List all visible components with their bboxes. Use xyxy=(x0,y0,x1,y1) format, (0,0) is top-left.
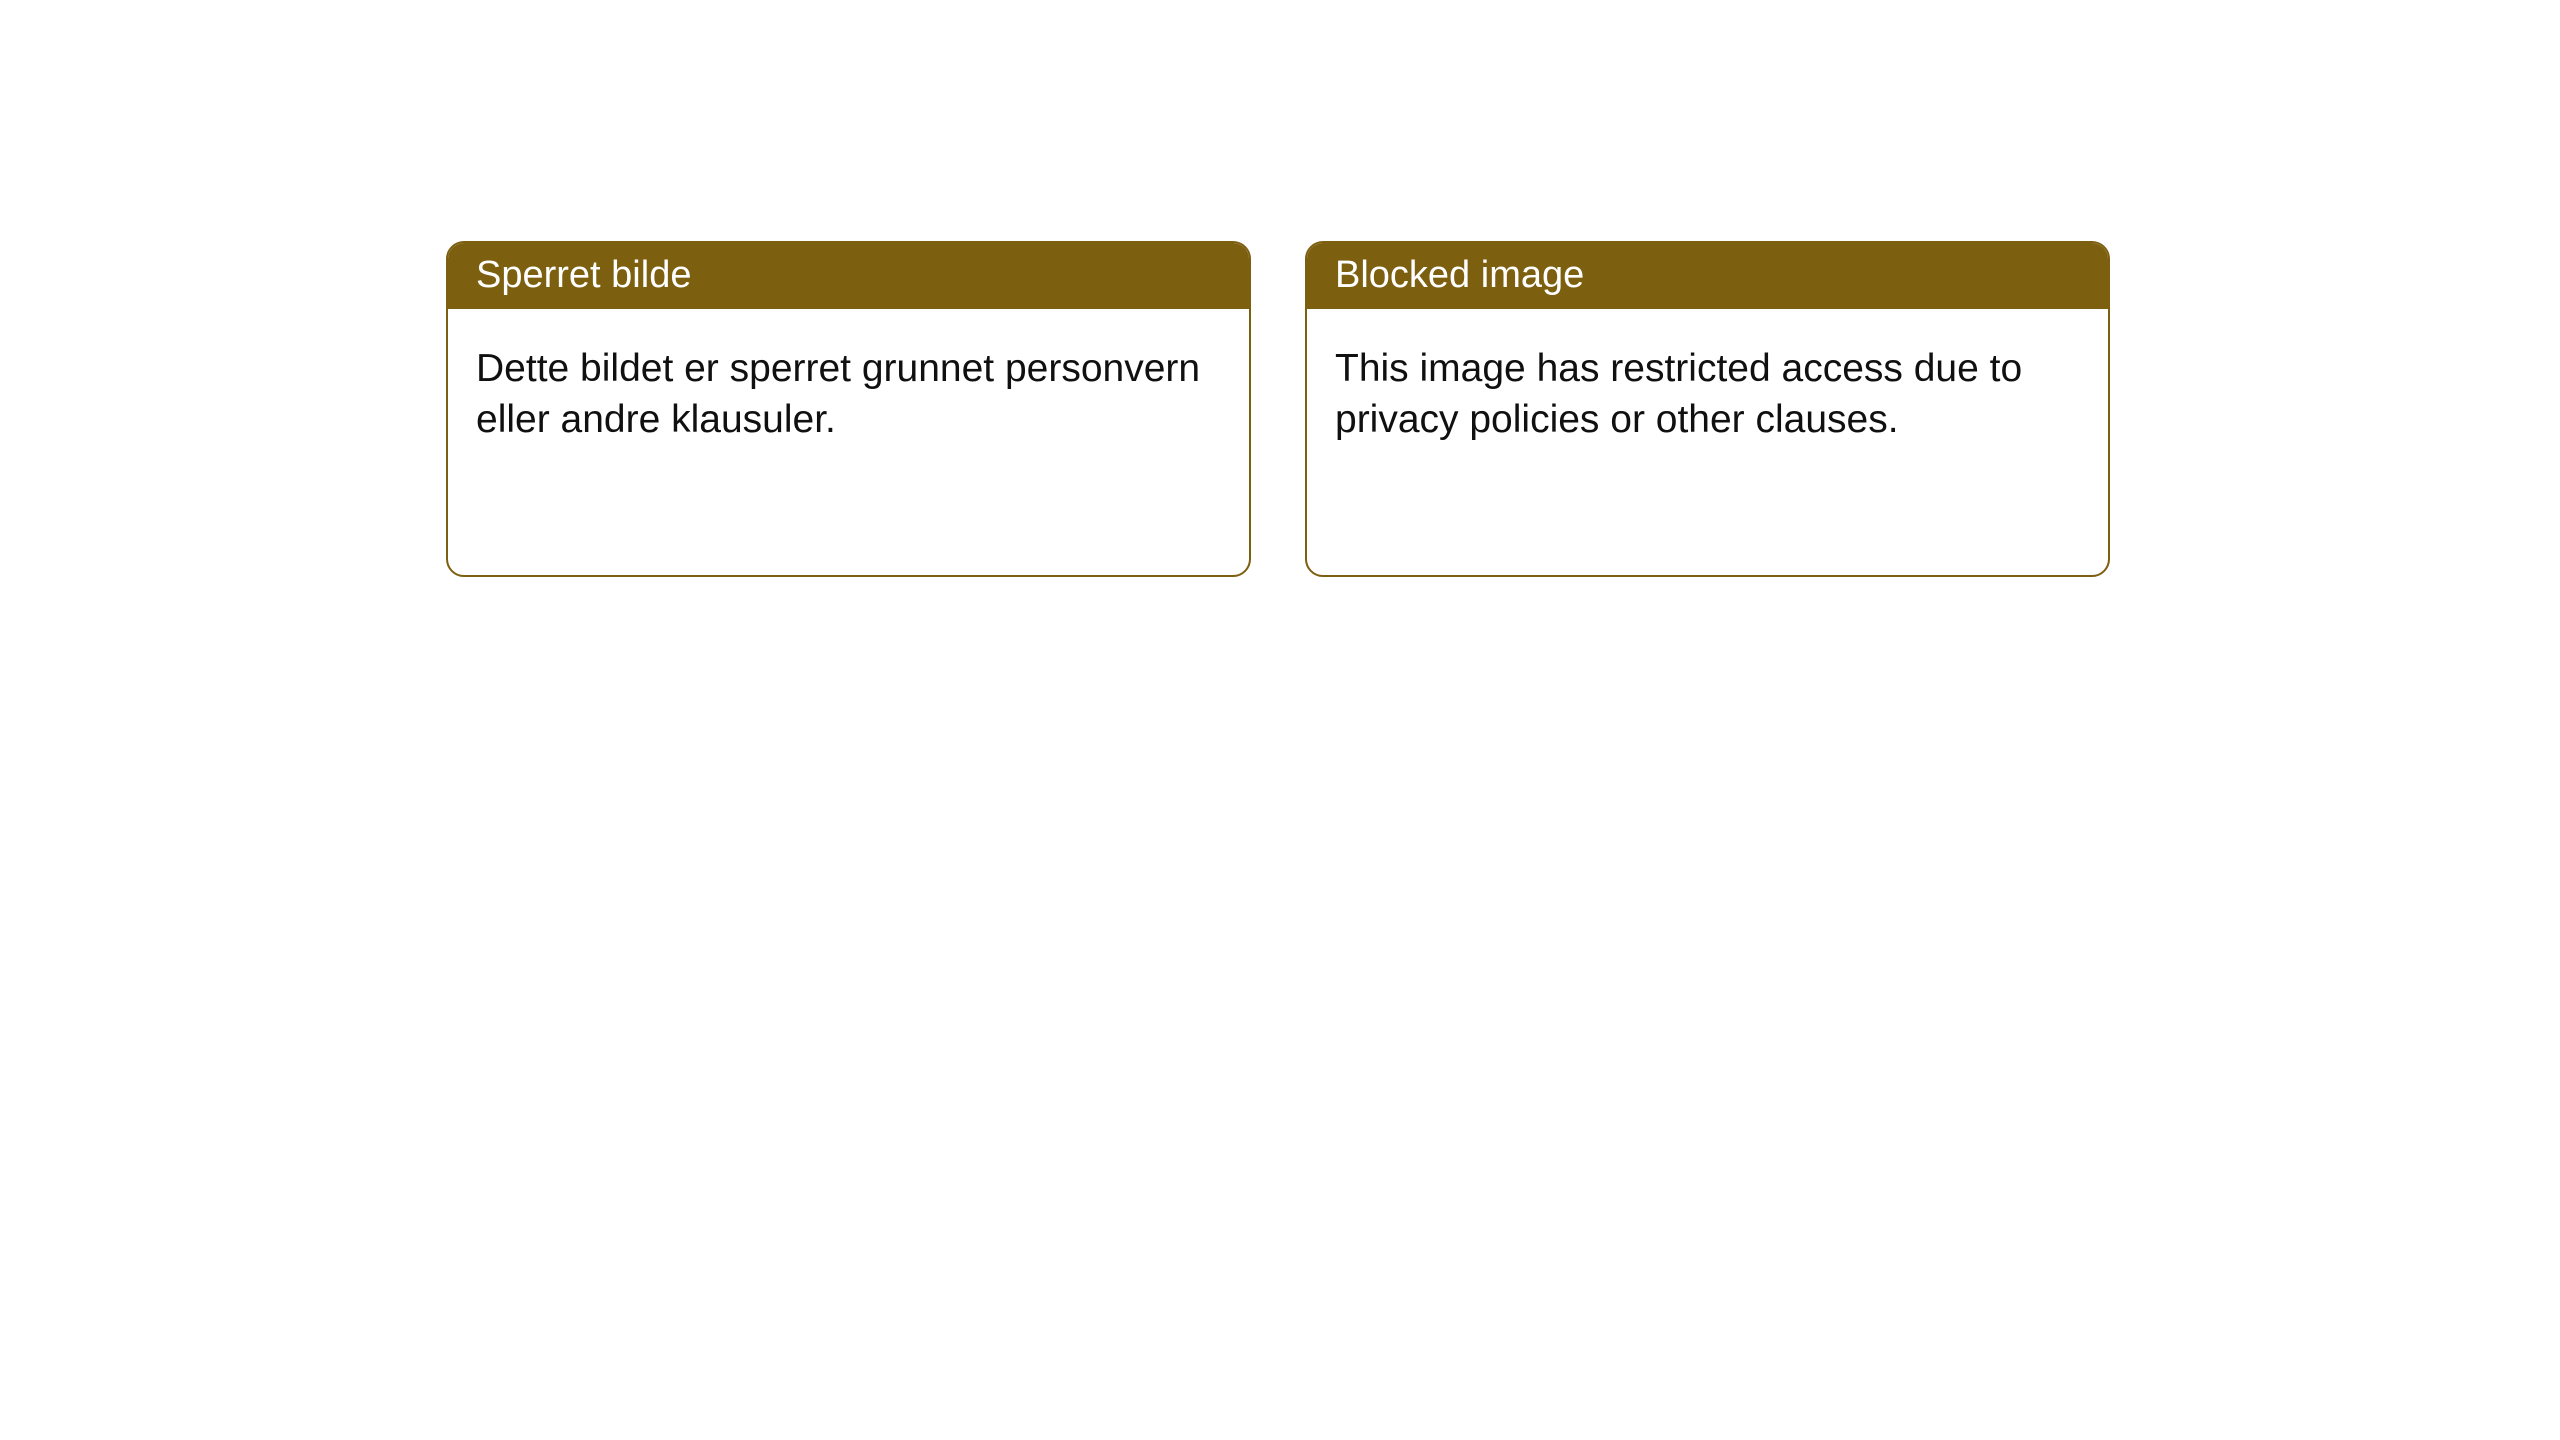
notice-container: Sperret bilde Dette bildet er sperret gr… xyxy=(0,0,2560,577)
notice-card-norwegian: Sperret bilde Dette bildet er sperret gr… xyxy=(446,241,1251,577)
card-body-text: Dette bildet er sperret grunnet personve… xyxy=(476,347,1200,442)
card-header: Blocked image xyxy=(1307,243,2108,309)
card-body: This image has restricted access due to … xyxy=(1307,309,2108,481)
notice-card-english: Blocked image This image has restricted … xyxy=(1305,241,2110,577)
card-header: Sperret bilde xyxy=(448,243,1249,309)
card-body: Dette bildet er sperret grunnet personve… xyxy=(448,309,1249,481)
card-title: Sperret bilde xyxy=(476,254,691,296)
card-body-text: This image has restricted access due to … xyxy=(1335,347,2022,442)
card-title: Blocked image xyxy=(1335,254,1584,296)
